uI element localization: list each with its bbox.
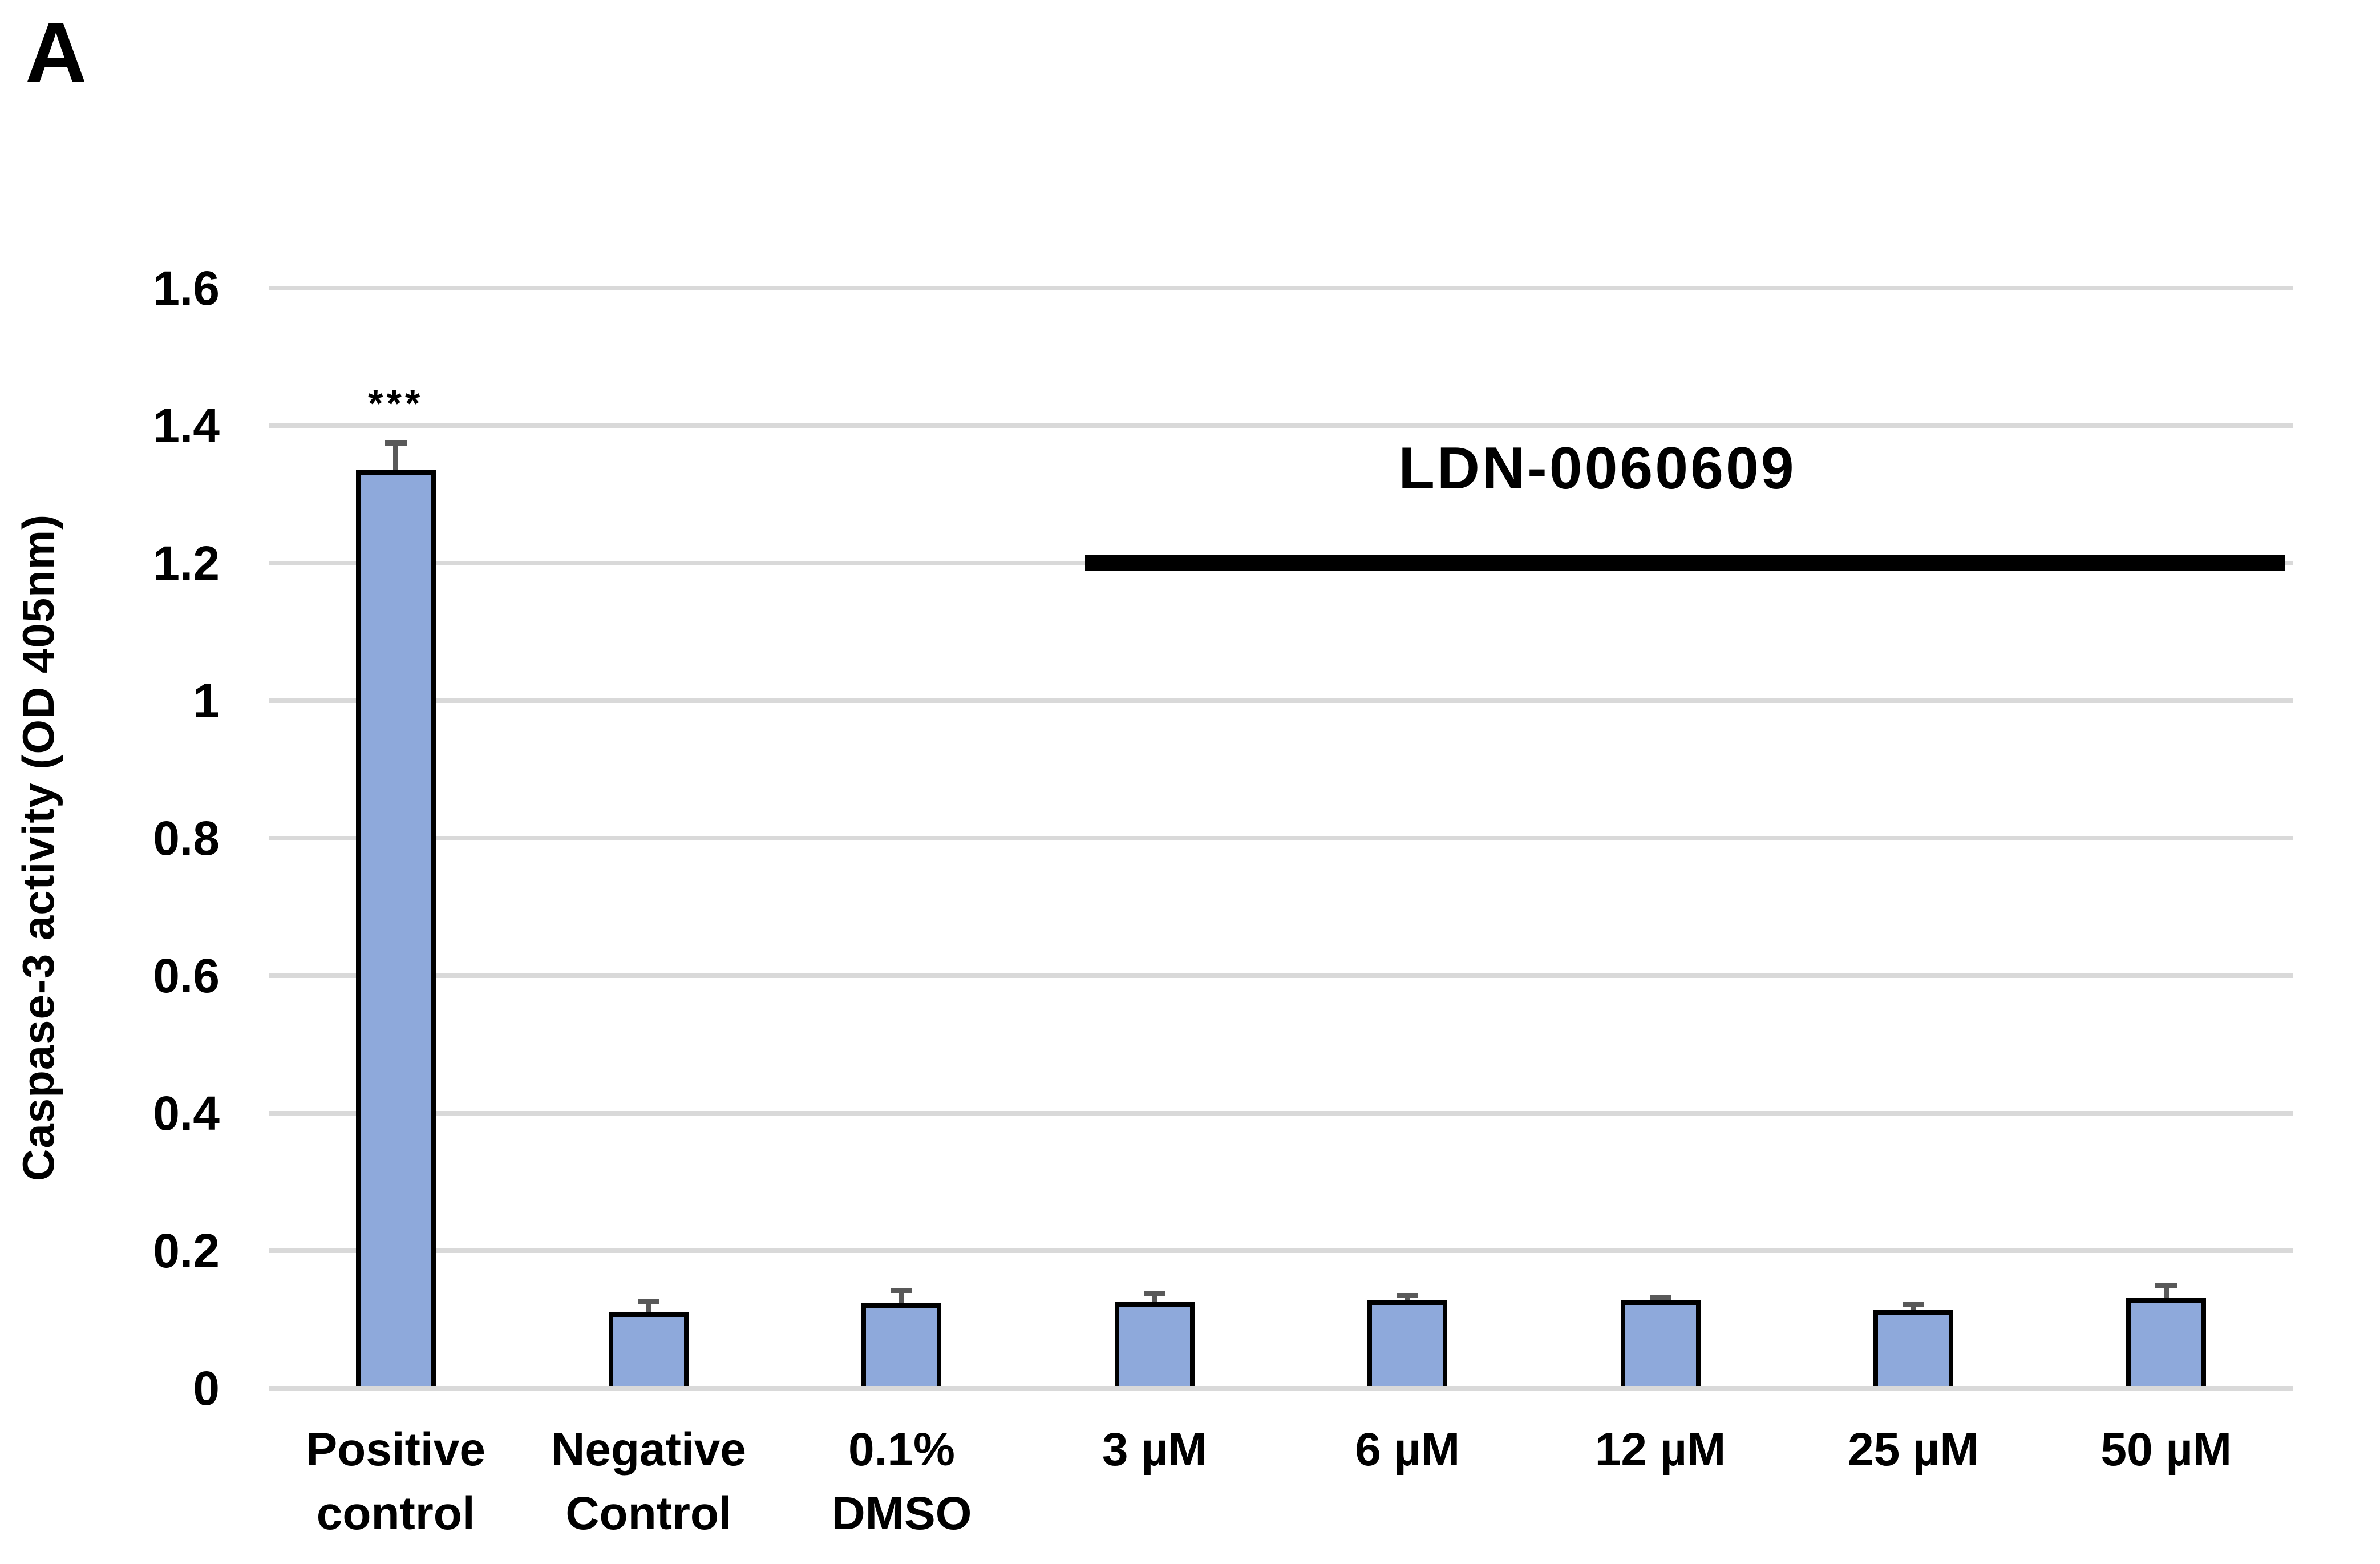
gridline: [269, 698, 2293, 703]
error-bar-cap: [1649, 1295, 1671, 1300]
bar: [1620, 1300, 1701, 1388]
group-annotation-line: [1085, 555, 2285, 571]
y-tick-label: 0.4: [153, 1086, 220, 1140]
y-tick-label: 1.6: [153, 261, 220, 315]
x-tick-label-line: Positive: [306, 1424, 485, 1476]
error-bar: [393, 443, 399, 471]
x-tick-label-line: 3 µM: [1102, 1424, 1207, 1476]
gridline: [269, 286, 2293, 290]
x-tick-label-line: 0.1%: [848, 1424, 955, 1476]
bar: [1873, 1310, 1953, 1388]
x-axis-baseline: [269, 1386, 2293, 1391]
x-tick-label-line: 25 µM: [1848, 1424, 1979, 1476]
bar: [1114, 1302, 1195, 1388]
y-tick-label: 1: [193, 674, 220, 728]
x-tick-label: 6 µM: [1281, 1418, 1534, 1482]
significance-label: ***: [367, 382, 424, 425]
x-tick-label-line: control: [316, 1488, 475, 1539]
error-bar-cap: [384, 440, 407, 446]
y-tick-label: 0.2: [153, 1224, 220, 1278]
bar: [609, 1312, 689, 1388]
x-tick-label-line: Negative: [551, 1424, 746, 1476]
error-bar-cap: [1397, 1293, 1419, 1299]
gridline: [269, 836, 2293, 840]
y-tick-label: 0: [193, 1361, 220, 1415]
bar: [1367, 1300, 1448, 1388]
gridline: [269, 1248, 2293, 1253]
x-tick-label: 12 µM: [1534, 1418, 1787, 1482]
y-tick-label: 0.6: [153, 949, 220, 1003]
error-bar-cap: [1143, 1290, 1165, 1296]
x-tick-label: Negative Control: [522, 1418, 775, 1546]
error-bar-cap: [1902, 1302, 1924, 1307]
bar: [861, 1303, 942, 1388]
group-annotation-label: LDN-0060609: [1398, 435, 1796, 502]
error-bar-cap: [891, 1287, 913, 1293]
bar: [355, 470, 436, 1388]
gridline: [269, 1111, 2293, 1116]
gridline: [269, 423, 2293, 428]
x-tick-label: 0.1% DMSO: [775, 1418, 1028, 1546]
x-tick-label: Positive control: [269, 1418, 522, 1546]
error-bar: [898, 1290, 904, 1303]
bar: [2126, 1298, 2207, 1388]
x-tick-label-line: 6 µM: [1355, 1424, 1460, 1476]
error-bar: [646, 1302, 651, 1313]
y-tick-label: 1.4: [153, 399, 220, 452]
error-bar: [1152, 1292, 1157, 1303]
y-tick-label: 1.2: [153, 536, 220, 590]
x-tick-label: 3 µM: [1028, 1418, 1281, 1482]
error-bar-cap: [638, 1299, 660, 1305]
x-tick-label-line: 12 µM: [1594, 1424, 1726, 1476]
gridline: [269, 973, 2293, 978]
x-tick-label: 25 µM: [1787, 1418, 2039, 1482]
error-bar: [2163, 1285, 2169, 1299]
x-tick-label: 50 µM: [2040, 1418, 2293, 1482]
y-tick-label: 0.8: [153, 811, 220, 865]
x-tick-label-line: DMSO: [831, 1488, 972, 1539]
x-tick-label-line: 50 µM: [2100, 1424, 2232, 1476]
error-bar-cap: [2155, 1283, 2177, 1288]
panel-letter: A: [25, 5, 87, 100]
x-tick-label-line: Control: [565, 1488, 732, 1539]
